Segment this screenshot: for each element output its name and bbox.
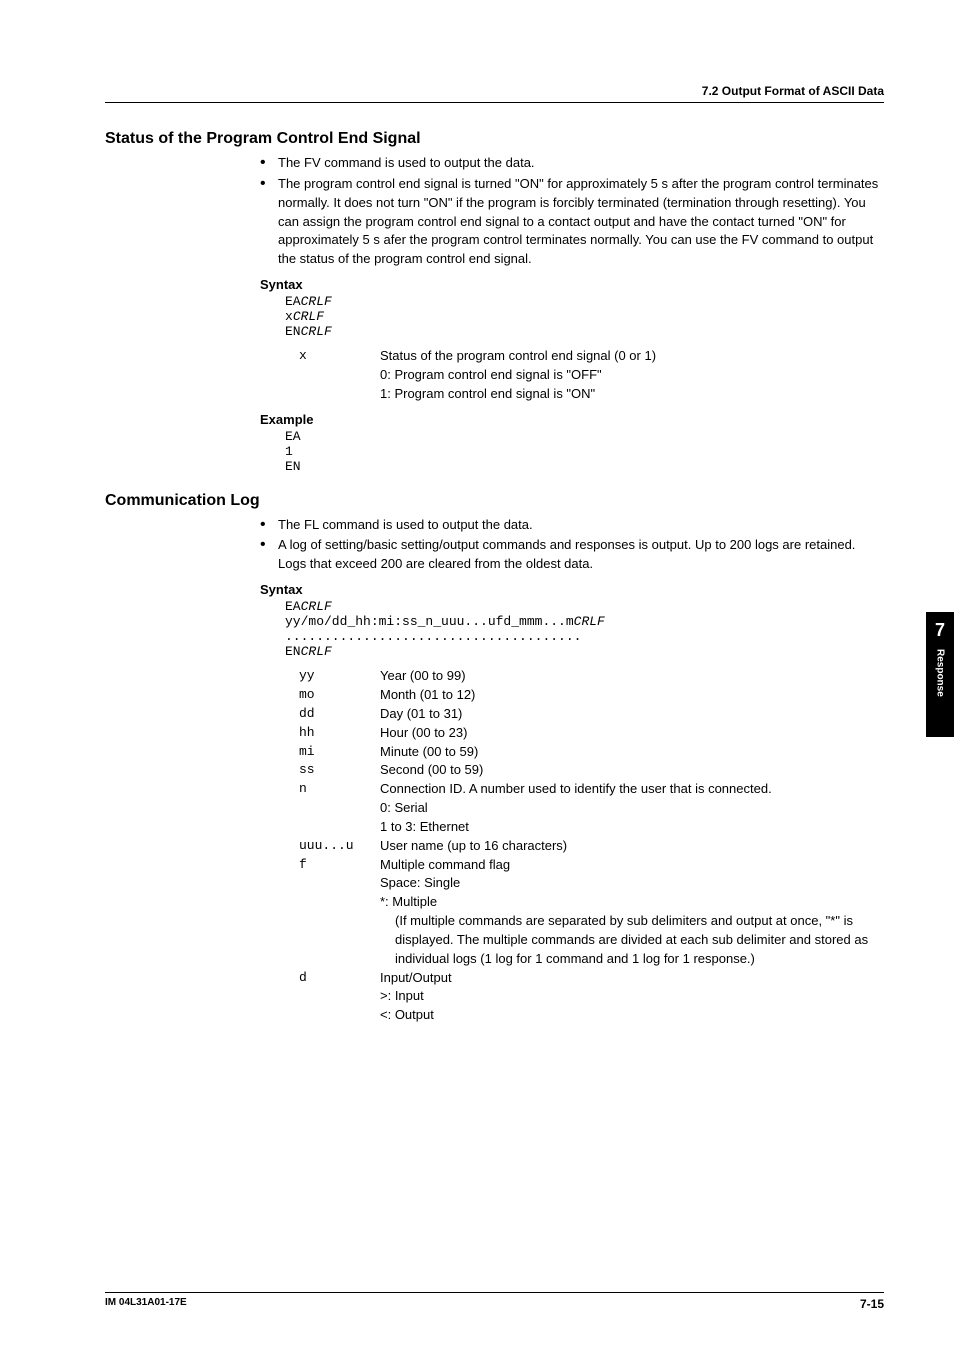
bullet-text: The FL command is used to output the dat… — [278, 516, 884, 535]
param-row: dInput/Output — [285, 969, 884, 988]
syntax-line: EACRLF — [285, 599, 884, 614]
bullet-icon: • — [260, 175, 278, 269]
list-item: • The FL command is used to output the d… — [260, 516, 884, 535]
example-line: EN — [285, 459, 884, 474]
param-row: moMonth (01 to 12) — [285, 686, 884, 705]
header-section-label: 7.2 Output Format of ASCII Data — [702, 84, 884, 98]
param-desc-cont: 0: Program control end signal is "OFF" — [380, 366, 884, 385]
section2-title: Communication Log — [105, 492, 884, 510]
syntax-line: EACRLF — [285, 294, 884, 309]
param-desc-cont: 1: Program control end signal is "ON" — [380, 385, 884, 404]
syntax-line: ...................................... — [285, 629, 884, 644]
bullet-text: A log of setting/basic setting/output co… — [278, 536, 884, 574]
syntax-label: Syntax — [260, 277, 884, 292]
footer-doc-id: IM 04L31A01-17E — [105, 1297, 187, 1311]
param-desc-cont: Space: Single — [380, 874, 884, 893]
param-row: nConnection ID. A number used to identif… — [285, 780, 884, 799]
header-rule — [105, 102, 884, 103]
param-desc-cont: (If multiple commands are separated by s… — [395, 912, 884, 969]
bullet-text: The FV command is used to output the dat… — [278, 154, 884, 173]
param-desc-cont: 0: Serial — [380, 799, 884, 818]
side-tab: 7 Response — [926, 612, 954, 737]
bullet-icon: • — [260, 154, 278, 173]
bullet-icon: • — [260, 516, 278, 535]
param-desc-cont: 1 to 3: Ethernet — [380, 818, 884, 837]
syntax-line: yy/mo/dd_hh:mi:ss_n_uuu...ufd_mmm...mCRL… — [285, 614, 884, 629]
chapter-number: 7 — [935, 620, 945, 641]
param-desc: Status of the program control end signal… — [380, 347, 884, 366]
syntax-label: Syntax — [260, 582, 884, 597]
param-row: fMultiple command flag — [285, 856, 884, 875]
syntax-line: xCRLF — [285, 309, 884, 324]
param-desc-cont: *: Multiple — [380, 893, 884, 912]
footer-page-number: 7-15 — [860, 1297, 884, 1311]
chapter-label: Response — [935, 649, 946, 697]
param-row: miMinute (00 to 59) — [285, 743, 884, 762]
list-item: • The FV command is used to output the d… — [260, 154, 884, 173]
section1-title: Status of the Program Control End Signal — [105, 130, 884, 148]
syntax-line: ENCRLF — [285, 324, 884, 339]
list-item: • The program control end signal is turn… — [260, 175, 884, 269]
list-item: • A log of setting/basic setting/output … — [260, 536, 884, 574]
param-desc-cont: >: Input — [380, 987, 884, 1006]
param-desc-cont: <: Output — [380, 1006, 884, 1025]
param-row: ddDay (01 to 31) — [285, 705, 884, 724]
param-row: yyYear (00 to 99) — [285, 667, 884, 686]
syntax-line: ENCRLF — [285, 644, 884, 659]
bullet-icon: • — [260, 536, 278, 574]
bullet-text: The program control end signal is turned… — [278, 175, 884, 269]
param-key: x — [285, 347, 380, 366]
example-line: 1 — [285, 444, 884, 459]
example-label: Example — [260, 412, 884, 427]
param-row: hhHour (00 to 23) — [285, 724, 884, 743]
footer: IM 04L31A01-17E 7-15 — [105, 1292, 884, 1311]
param-row: x Status of the program control end sign… — [285, 347, 884, 366]
param-row: ssSecond (00 to 59) — [285, 761, 884, 780]
example-line: EA — [285, 429, 884, 444]
param-row: uuu...uUser name (up to 16 characters) — [285, 837, 884, 856]
